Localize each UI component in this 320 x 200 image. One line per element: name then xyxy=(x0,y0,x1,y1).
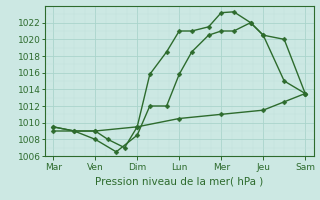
X-axis label: Pression niveau de la mer( hPa ): Pression niveau de la mer( hPa ) xyxy=(95,176,263,186)
